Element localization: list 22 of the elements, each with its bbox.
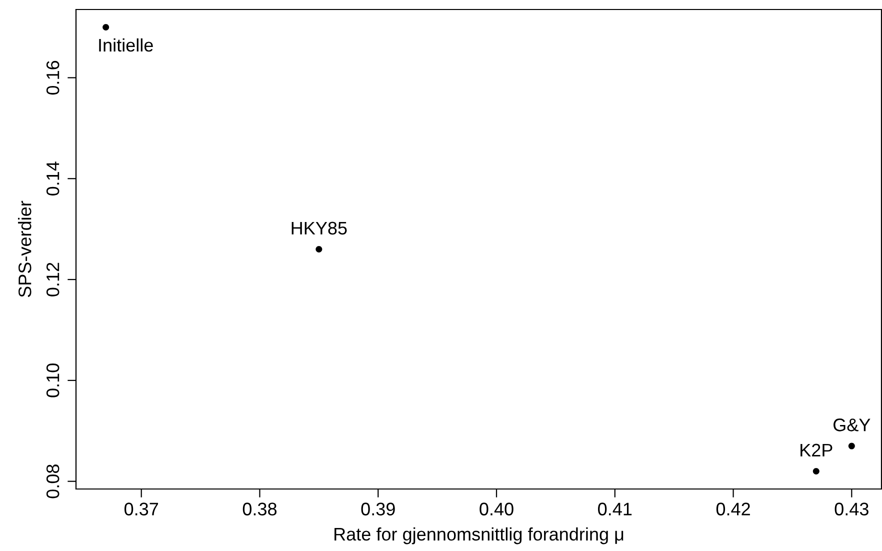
x-tick-label: 0.37	[124, 502, 158, 516]
point	[102, 24, 110, 31]
y-tick-label: 0.10	[46, 364, 60, 398]
annotation: HKY85	[292, 222, 347, 235]
y-axis-title: SPS-verdier	[18, 200, 32, 298]
y-tick-label: 0.16	[46, 60, 60, 95]
point	[848, 442, 855, 450]
x-tick-label: 0.40	[480, 502, 514, 516]
point	[812, 468, 820, 474]
y-tick-label: 0.14	[46, 162, 60, 196]
point	[316, 246, 322, 253]
annotation: K2P	[800, 444, 832, 456]
x-tick-label: 0.43	[834, 502, 868, 516]
x-tick-label: 0.42	[716, 502, 750, 516]
y-tick-label: 0.08	[46, 464, 60, 498]
x-tick-label: 0.39	[361, 502, 395, 516]
annotation: Initielle	[99, 38, 153, 52]
x-axis-title: Rate for gjennomsnittlig forandring μ	[334, 527, 624, 544]
x-tick-label: 0.38	[242, 502, 277, 516]
y-tick-label: 0.12	[46, 262, 60, 296]
x-tick-label: 0.41	[598, 502, 632, 516]
annotation: G&Y	[834, 418, 870, 432]
